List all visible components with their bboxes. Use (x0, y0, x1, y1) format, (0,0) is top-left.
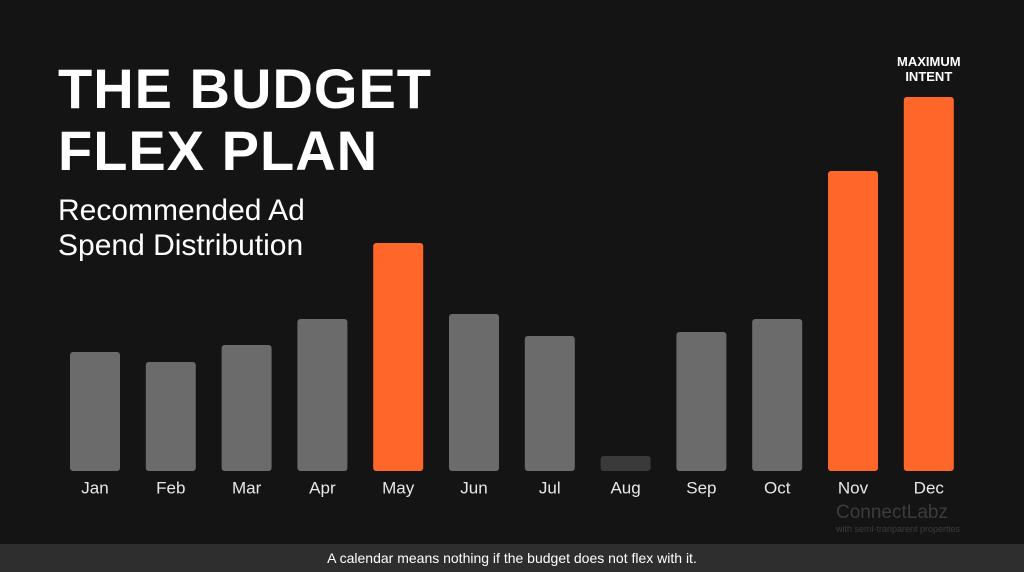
x-tick-label: Sep (686, 478, 716, 497)
x-tick-label: Aug (610, 478, 640, 497)
watermark-subtitle: with semi-tranparent properties (836, 524, 961, 534)
annotation: MAXIMUM INTENT (897, 54, 961, 84)
watermark: ConnectLabz (836, 502, 948, 523)
x-tick-label: Nov (838, 478, 869, 497)
bar (449, 314, 499, 471)
x-tick-label: Mar (232, 478, 262, 497)
bar (297, 319, 348, 471)
bar (828, 171, 878, 471)
bar (752, 319, 803, 471)
x-tick-label: Jan (81, 478, 108, 497)
bar (70, 352, 120, 471)
bar (676, 332, 727, 471)
chart-title: THE BUDGET FLEX PLAN (58, 57, 432, 182)
x-tick-label: Jul (539, 478, 561, 497)
x-tick-label: Apr (309, 478, 336, 497)
x-tick-label: Oct (764, 478, 791, 497)
bar (373, 243, 424, 471)
caption: A calendar means nothing if the budget d… (327, 550, 697, 566)
x-tick-label: Dec (914, 478, 945, 497)
chart-subtitle: Recommended Ad Spend Distribution (58, 194, 305, 262)
x-tick-label: Feb (156, 478, 185, 497)
bar (221, 345, 272, 471)
x-tick-label: Jun (460, 478, 487, 497)
x-tick-label: May (382, 478, 415, 497)
bar (903, 97, 954, 471)
caption-bar: A calendar means nothing if the budget d… (0, 544, 1024, 572)
bar (600, 456, 651, 471)
bar (524, 336, 575, 471)
bar (145, 362, 196, 471)
